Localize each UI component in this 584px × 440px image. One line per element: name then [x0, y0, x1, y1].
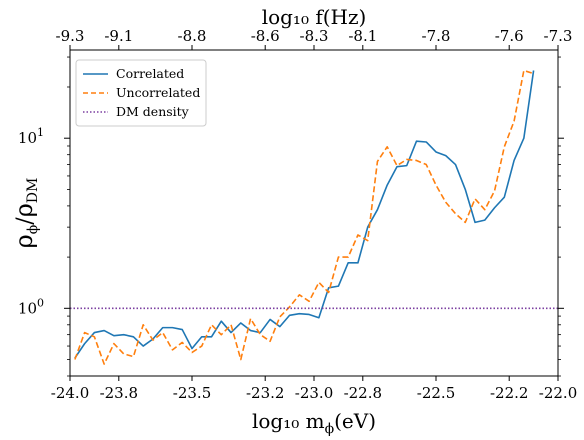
x2-tick-label: -7.8 [422, 27, 451, 45]
y-axis-label: ρϕ/ρDM [10, 178, 41, 249]
legend-label-uncorrelated: Uncorrelated [116, 85, 200, 100]
x-tick-label: -24.0 [51, 384, 89, 402]
axis-ticks: -24.0 -9.3 -23.8 -9.1 -23.5 -8.8 -23.2 -8.6 -23.… [18, 27, 577, 402]
bottom-axis-label: log₁₀ mϕ(eV) [252, 409, 376, 437]
x2-tick-label: -7.6 [495, 27, 524, 45]
x2-tick-label: -7.3 [544, 27, 573, 45]
x-tick-label: -23.0 [295, 384, 333, 402]
legend: Correlated Uncorrelated DM density [75, 59, 207, 127]
legend-label-dm-density: DM density [116, 104, 190, 119]
y-tick-label: 100 [18, 296, 44, 317]
y-label-slash: / [13, 217, 38, 225]
x-tick-label: -22.2 [490, 384, 528, 402]
bottom-axis-label-sub: ϕ [325, 421, 335, 437]
x2-tick-label: -8.8 [178, 27, 207, 45]
y-label-num-sub: ϕ [25, 225, 41, 235]
y-tick-label-exp: 1 [37, 126, 44, 139]
x2-tick-label: -9.3 [56, 27, 85, 45]
x2-tick-label: -8.6 [251, 27, 280, 45]
plot-marks [70, 69, 558, 365]
x-tick-label: -22.8 [344, 384, 382, 402]
series-line-correlated [74, 70, 535, 359]
bottom-axis-label-main: log₁₀ m [252, 409, 325, 433]
x-tick-label: -23.8 [100, 384, 138, 402]
y-label-num: ρ [10, 234, 38, 248]
y-tick-label-exp: 0 [37, 296, 44, 309]
x2-tick-label: -8.1 [348, 27, 377, 45]
y-label-den-sub: DM [25, 178, 41, 204]
y-label-den: ρ [10, 203, 38, 217]
x-tick-label: -23.2 [246, 384, 284, 402]
x-tick-label: -22.5 [417, 384, 455, 402]
y-tick-label: 101 [18, 126, 44, 147]
series-line-uncorrelated [74, 69, 534, 365]
bottom-axis-label-unit: (eV) [334, 409, 376, 433]
legend-box [75, 59, 207, 127]
x-tick-label: -22.0 [539, 384, 577, 402]
x2-tick-label: -8.3 [300, 27, 329, 45]
svg-text:ρϕ/ρDM: ρϕ/ρDM [10, 178, 41, 249]
x-tick-label: -23.5 [173, 384, 211, 402]
top-axis-label: log₁₀ f(Hz) [262, 5, 367, 29]
legend-label-correlated: Correlated [116, 66, 184, 81]
x2-tick-label: -9.1 [104, 27, 133, 45]
